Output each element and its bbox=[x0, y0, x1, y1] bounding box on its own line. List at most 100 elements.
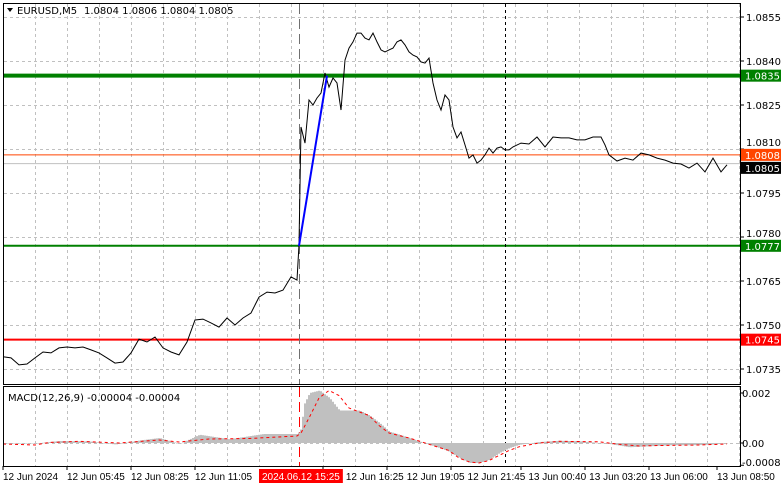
macd-histogram-bar bbox=[474, 443, 476, 463]
macd-histogram-bar bbox=[322, 392, 324, 443]
macd-histogram-bar bbox=[596, 442, 598, 444]
macd-histogram-bar bbox=[236, 438, 238, 443]
macd-histogram-bar bbox=[432, 443, 434, 446]
macd-histogram-bar bbox=[36, 443, 38, 444]
price-level-label-bg bbox=[741, 239, 781, 252]
macd-histogram-bar bbox=[248, 436, 250, 443]
macd-signal-line bbox=[2, 389, 728, 464]
macd-histogram-bar bbox=[514, 443, 516, 447]
macd-histogram-bar bbox=[332, 401, 334, 443]
macd-histogram-bar bbox=[278, 434, 280, 443]
macd-histogram-bar bbox=[482, 443, 484, 463]
macd-histogram-bar bbox=[662, 443, 664, 446]
ohlc-label: 1.0804 1.0806 1.0804 1.0805 bbox=[84, 6, 234, 17]
macd-histogram-bar bbox=[138, 440, 140, 443]
macd-histogram-bar bbox=[342, 410, 344, 443]
macd-histogram-bar bbox=[668, 443, 670, 446]
macd-histogram-bar bbox=[100, 442, 102, 444]
macd-histogram-bar bbox=[682, 443, 684, 446]
macd-histogram-bar bbox=[512, 443, 514, 448]
macd-histogram-bar bbox=[312, 392, 314, 443]
macd-histogram-bar bbox=[172, 441, 174, 443]
macd-histogram-bar bbox=[586, 441, 588, 443]
trend-line[interactable] bbox=[298, 75, 328, 246]
macd-histogram-bar bbox=[712, 443, 714, 445]
macd-histogram-bar bbox=[516, 443, 518, 446]
macd-histogram-bar bbox=[240, 437, 242, 443]
macd-histogram-bar bbox=[94, 442, 96, 443]
macd-histogram-bar bbox=[550, 441, 552, 443]
macd-histogram-bar bbox=[114, 443, 116, 445]
macd-histogram-bar bbox=[606, 443, 608, 444]
macd-histogram-bar bbox=[8, 443, 10, 444]
macd-histogram-bar bbox=[646, 443, 648, 447]
macd-histogram-bar bbox=[676, 443, 678, 446]
macd-histogram-bar bbox=[398, 434, 400, 443]
macd-histogram-bar bbox=[480, 443, 482, 463]
macd-histogram-bar bbox=[174, 442, 176, 443]
macd-histogram-bar bbox=[88, 441, 90, 443]
macd-histogram-bar bbox=[508, 443, 510, 449]
macd-histogram-bar bbox=[426, 443, 428, 444]
macd-histogram-bar bbox=[60, 441, 62, 443]
macd-histogram-bar bbox=[440, 443, 442, 449]
macd-histogram-bar bbox=[222, 438, 224, 443]
macd-histogram-bar bbox=[10, 443, 12, 444]
price-level-label-bg bbox=[741, 148, 781, 161]
macd-histogram-bar bbox=[196, 436, 198, 443]
macd-histogram-bar bbox=[40, 442, 42, 444]
macd-histogram-bar bbox=[210, 436, 212, 443]
macd-histogram-bar bbox=[696, 443, 698, 446]
macd-histogram-bar bbox=[680, 443, 682, 446]
blue-trend-line[interactable] bbox=[298, 75, 328, 246]
macd-histogram-bar bbox=[28, 443, 30, 444]
macd-histogram-bar bbox=[690, 443, 692, 446]
macd-histogram-bar bbox=[686, 443, 688, 446]
macd-histogram-bar bbox=[484, 443, 486, 462]
macd-histogram-bar bbox=[388, 430, 390, 443]
macd-histogram-bar bbox=[720, 443, 722, 444]
time-tick-label: 12 Jun 05:45 bbox=[67, 472, 125, 483]
macd-histogram-bar bbox=[700, 443, 702, 445]
macd-histogram-bar bbox=[34, 443, 36, 444]
macd-histogram-bar bbox=[504, 443, 506, 451]
macd-histogram-bar bbox=[316, 391, 318, 443]
macd-histogram-bar bbox=[214, 437, 216, 443]
macd-histogram-bar bbox=[450, 443, 452, 453]
time-tick-label: 12 Jun 08:25 bbox=[131, 472, 189, 483]
macd-histogram-bar bbox=[534, 442, 536, 444]
macd-histogram-bar bbox=[572, 441, 574, 443]
time-axis: 12 Jun 2024 12 Jun 05:45 12 Jun 08:25 12 Ju… bbox=[2, 466, 775, 483]
macd-histogram-bar bbox=[226, 438, 228, 443]
macd-histogram-bar bbox=[556, 440, 558, 443]
macd-histogram-bar bbox=[454, 443, 456, 455]
macd-histogram-bar bbox=[468, 443, 470, 463]
macd-histogram-bar bbox=[42, 442, 44, 444]
macd-histogram-bar bbox=[6, 443, 8, 444]
macd-histogram-bar bbox=[126, 442, 128, 444]
macd-histogram-bar bbox=[234, 438, 236, 443]
macd-histogram-bar bbox=[212, 436, 214, 443]
macd-histogram-bar bbox=[674, 443, 676, 446]
macd-histogram-bar bbox=[590, 442, 592, 443]
macd-histogram-bar bbox=[722, 443, 724, 444]
macd-histogram-bar bbox=[518, 443, 520, 446]
macd-histogram-bar bbox=[296, 434, 298, 443]
macd-histogram-bar bbox=[90, 441, 92, 443]
symbol-label: EURUSD,M5 bbox=[17, 6, 77, 17]
macd-histogram-bar bbox=[182, 442, 184, 444]
macd-histogram-bar bbox=[216, 437, 218, 443]
macd-histogram-bar bbox=[170, 441, 172, 443]
collapse-triangle-icon[interactable] bbox=[7, 8, 13, 12]
macd-histogram-bar bbox=[92, 441, 94, 443]
macd-histogram-bar bbox=[346, 410, 348, 443]
macd-histogram-bar bbox=[616, 443, 618, 446]
macd-histogram-bar bbox=[692, 443, 694, 446]
macd-histogram-bar bbox=[22, 443, 24, 444]
macd-histogram-bar bbox=[176, 443, 178, 444]
macd-histogram-bar bbox=[714, 443, 716, 445]
macd-histogram-bar bbox=[20, 443, 22, 444]
price-tick-label: 1.0735 bbox=[746, 365, 781, 376]
macd-histogram-bar bbox=[580, 441, 582, 443]
